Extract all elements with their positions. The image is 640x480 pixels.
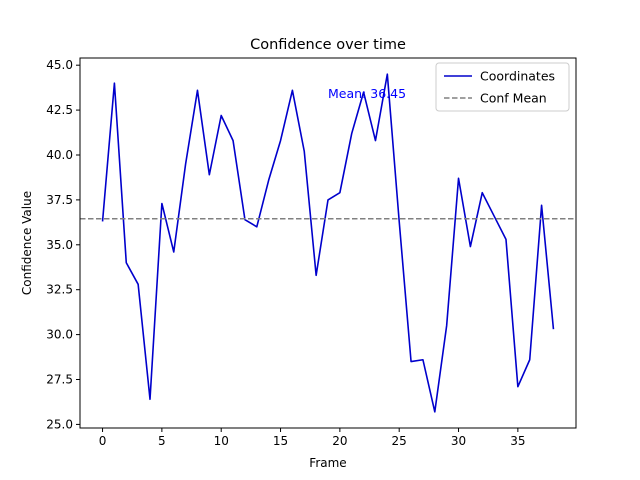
mean-annotation: Mean: 36.45 <box>328 86 406 101</box>
y-axis-label: Confidence Value <box>20 191 34 295</box>
x-axis-label: Frame <box>309 456 346 470</box>
x-tick-label: 10 <box>214 434 229 448</box>
y-tick-label: 30.0 <box>46 328 73 342</box>
x-tick-label: 15 <box>273 434 288 448</box>
legend-box <box>435 62 570 112</box>
plot-area: Mean: 36.45 <box>80 73 576 413</box>
chart-title: Confidence over time <box>250 37 406 53</box>
x-tick-label: 30 <box>451 434 466 448</box>
series-line-0 <box>101 73 555 413</box>
x-tick-label: 20 <box>332 434 347 448</box>
y-tick-label: 35.0 <box>46 238 73 252</box>
x-tick-label: 0 <box>99 434 107 448</box>
y-tick-label: 42.5 <box>46 103 73 117</box>
axes: 0 5 10 15 20 25 30 35 25.0 27.5 30.0 32.5 35.0 37.5 40… <box>46 57 577 448</box>
legend: Coordinates Conf Mean <box>435 62 570 112</box>
legend-label-1: Conf Mean <box>480 91 547 106</box>
y-tick-label: 40.0 <box>46 148 73 162</box>
x-tick-label: 5 <box>158 434 166 448</box>
legend-label-0: Coordinates <box>480 69 555 84</box>
plot-frame <box>79 57 577 429</box>
x-tick-label: 35 <box>510 434 525 448</box>
y-tick-label: 27.5 <box>46 373 73 387</box>
y-tick-label: 45.0 <box>46 58 73 72</box>
x-tick-label: 25 <box>392 434 407 448</box>
y-tick-label: 25.0 <box>46 417 73 431</box>
y-tick-label: 37.5 <box>46 193 73 207</box>
y-tick-label: 32.5 <box>46 283 73 297</box>
